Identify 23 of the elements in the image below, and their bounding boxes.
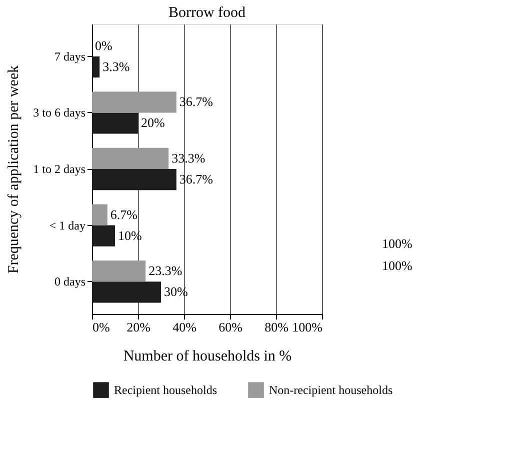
- y-axis-title: Frequency of application per week: [6, 64, 22, 274]
- data-label: 20%: [141, 115, 165, 130]
- y-tick-label: 7 days: [54, 49, 86, 64]
- y-tick-label: 3 to 6 days: [33, 106, 86, 120]
- x-tick-label: 100%: [292, 320, 323, 334]
- legend-label: Recipient households: [114, 383, 218, 398]
- y-tick-label: 1 to 2 days: [33, 162, 86, 176]
- y-tick-label: < 1 day: [49, 218, 86, 232]
- x-tick-label: 20%: [126, 320, 151, 334]
- legend-label: Non-recipient households: [269, 383, 393, 398]
- data-label: 6.7%: [110, 206, 138, 222]
- y-tick-label: 0 days: [54, 274, 86, 289]
- x-tick-label: 40%: [172, 320, 197, 334]
- x-tick-label: 0%: [92, 320, 110, 334]
- data-label: 3.3%: [102, 58, 130, 74]
- data-label: 23.3%: [148, 263, 182, 278]
- chart-title: Borrow food: [168, 5, 246, 21]
- text: 100%: [382, 236, 412, 251]
- text: 100%: [382, 258, 412, 273]
- x-axis-title: Number of households in %: [123, 348, 292, 364]
- x-tick-label: 80%: [264, 320, 289, 334]
- data-label: 0%: [95, 38, 112, 53]
- x-tick-label: 60%: [218, 320, 243, 334]
